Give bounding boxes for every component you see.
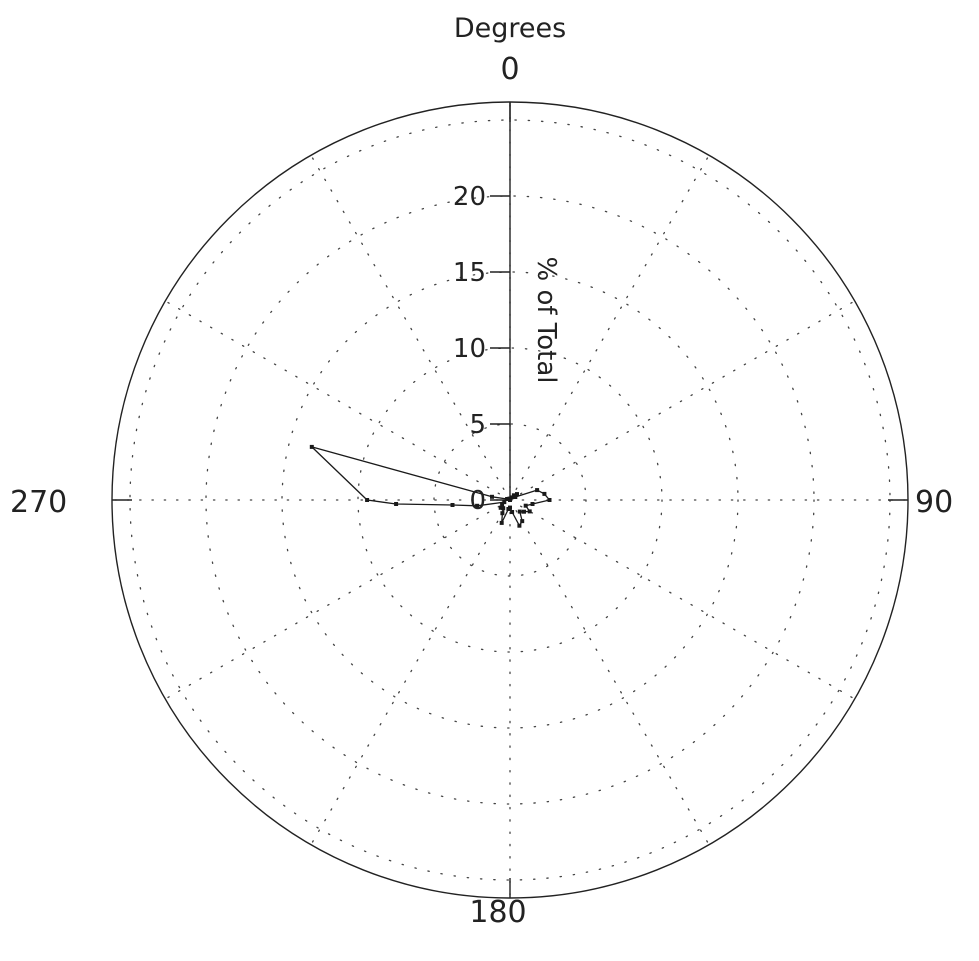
data-point <box>535 488 540 493</box>
radial-tick-label: 10 <box>453 334 486 364</box>
direction-label-north: 0 <box>500 52 519 87</box>
grid-spoke <box>310 154 511 501</box>
data-point <box>501 506 506 511</box>
grid-spoke <box>509 154 710 501</box>
direction-label-west: 270 <box>10 485 67 520</box>
label-layer: Degrees 0 90 180 270 % of Total 0 5 10 15 20 <box>10 13 953 930</box>
data-point <box>499 520 504 525</box>
data-point <box>506 507 511 511</box>
grid-spoke <box>310 499 511 846</box>
data-point <box>547 498 552 502</box>
data-point <box>502 500 507 505</box>
direction-label-south: 180 <box>469 895 526 930</box>
data-point <box>517 523 522 528</box>
data-point <box>515 492 519 497</box>
data-point <box>513 495 518 499</box>
data-point <box>450 503 455 507</box>
data-point <box>510 510 515 514</box>
radial-axis-title: % of Total <box>531 256 561 383</box>
grid-spoke <box>509 499 856 700</box>
data-point <box>523 503 528 508</box>
data-point <box>490 494 494 499</box>
data-point <box>542 491 547 496</box>
data-point <box>527 509 532 514</box>
grid-circle <box>281 271 739 729</box>
data-point <box>309 444 314 449</box>
data-point <box>520 519 525 524</box>
axis-layer <box>111 101 909 899</box>
grid-spoke <box>509 499 710 846</box>
grid-circle <box>433 423 587 577</box>
data-layer <box>309 444 552 528</box>
data-point <box>508 498 512 502</box>
grid-spoke <box>164 499 511 700</box>
data-point <box>517 509 522 514</box>
radial-tick-label: 20 <box>453 182 486 212</box>
direction-label-east: 90 <box>915 485 953 520</box>
data-point <box>394 502 399 506</box>
grid-spoke <box>509 300 856 501</box>
radial-tick-label: 5 <box>469 410 486 440</box>
data-point <box>522 509 526 514</box>
data-point <box>475 503 480 508</box>
data-point <box>365 498 370 502</box>
data-point <box>500 502 505 507</box>
grid-circle <box>205 195 815 805</box>
radial-tick-label: 0 <box>469 486 486 516</box>
data-point <box>509 495 514 500</box>
data-point <box>530 502 535 506</box>
grid-circle <box>357 347 663 653</box>
grid-spoke <box>164 300 511 501</box>
chart-title: Degrees <box>454 13 566 44</box>
data-point <box>500 511 505 516</box>
data-point <box>498 505 503 510</box>
radial-tick-label: 15 <box>453 258 486 288</box>
